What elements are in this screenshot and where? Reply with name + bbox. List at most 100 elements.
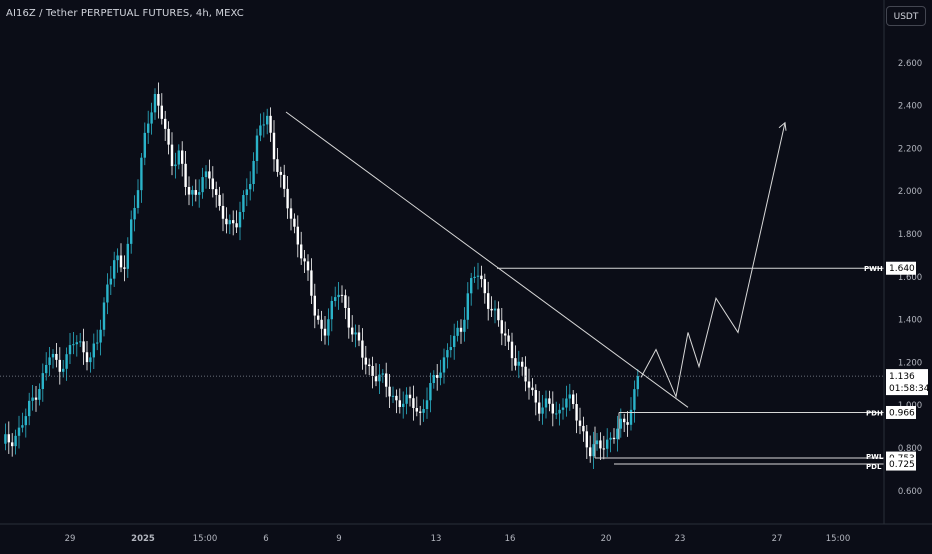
candle <box>279 166 282 188</box>
candle <box>24 408 27 438</box>
candle <box>266 108 269 135</box>
candle <box>75 335 78 357</box>
candle <box>225 207 228 234</box>
candle <box>259 113 262 142</box>
candle <box>252 152 255 192</box>
candle <box>55 342 58 368</box>
candle <box>521 357 524 376</box>
x-tick-label: 29 <box>65 534 76 544</box>
y-tick-label: 2.000 <box>898 187 922 197</box>
candle <box>48 347 51 377</box>
candle <box>310 258 313 305</box>
candle <box>606 428 609 458</box>
candle <box>368 358 371 376</box>
candle <box>599 432 602 461</box>
candle <box>62 359 65 378</box>
candle <box>153 88 157 120</box>
candle <box>150 102 153 135</box>
candle <box>45 352 48 381</box>
x-tick-label: 9 <box>336 534 341 544</box>
candle <box>405 387 408 415</box>
pwh-tag: PWH <box>864 265 883 273</box>
x-tick-label: 15:00 <box>193 534 218 544</box>
drawings-layer: PWH PDH PWL PDL <box>0 111 884 471</box>
y-tick-label: 1.400 <box>898 316 922 326</box>
candle <box>415 396 418 417</box>
candle <box>317 308 320 325</box>
pwl-tag: PWL <box>866 453 884 461</box>
candle <box>374 363 378 387</box>
candle <box>602 435 605 460</box>
candle <box>480 265 483 288</box>
candle <box>476 262 480 290</box>
y-tick-label: 2.600 <box>898 59 922 69</box>
candle <box>208 159 211 189</box>
candle <box>92 333 95 370</box>
pdl-value: 0.725 <box>889 460 915 470</box>
chart-title: AI16Z / Tether PERPETUAL FUTURES, 4h, ME… <box>6 8 244 19</box>
y-tick-label: 2.200 <box>898 144 922 154</box>
currency-button[interactable]: USDT <box>886 6 926 26</box>
candle <box>361 328 364 370</box>
candle <box>28 392 31 426</box>
x-tick-label: 6 <box>263 534 268 544</box>
candle <box>283 164 286 198</box>
candle <box>568 383 571 411</box>
candle <box>293 213 296 234</box>
candle <box>160 93 163 125</box>
x-tick-label: 13 <box>431 534 442 544</box>
projection-path[interactable] <box>640 122 786 399</box>
candle <box>300 231 303 265</box>
x-tick-label: 15:00 <box>826 534 851 544</box>
candle <box>14 429 17 455</box>
candle <box>130 210 133 254</box>
candle <box>255 128 259 174</box>
candle <box>337 282 340 310</box>
candle <box>204 165 208 189</box>
candle <box>133 195 136 232</box>
candle <box>412 385 415 421</box>
candle <box>364 345 367 375</box>
last-price-label <box>886 369 928 396</box>
candle <box>555 401 558 420</box>
y-tick-label: 1.200 <box>898 358 922 368</box>
candle <box>167 121 170 155</box>
candle <box>391 386 395 404</box>
candle <box>432 370 435 389</box>
candle <box>238 201 242 241</box>
candle <box>517 350 520 379</box>
candle <box>419 405 422 426</box>
candle <box>11 433 14 457</box>
candle <box>126 237 129 278</box>
x-tick-label: 23 <box>675 534 686 544</box>
candle <box>17 415 21 449</box>
candle <box>449 334 452 358</box>
x-tick-labels: 29 2025 15:00 6 9 13 16 20 23 27 15:00 <box>65 534 851 544</box>
candle <box>34 386 38 412</box>
candle <box>4 423 7 451</box>
candle <box>136 179 140 214</box>
candle <box>38 383 41 406</box>
candle <box>500 307 503 346</box>
candle <box>422 399 425 422</box>
candle <box>381 369 384 383</box>
candle <box>527 368 531 400</box>
candle <box>170 132 174 176</box>
candle <box>96 329 99 351</box>
candle <box>58 347 61 385</box>
candle <box>191 185 194 207</box>
trendline[interactable] <box>285 111 689 408</box>
candle <box>201 167 204 199</box>
candle <box>313 283 316 329</box>
candle <box>303 250 306 274</box>
candle <box>592 431 595 470</box>
x-tick-label: 27 <box>772 534 783 544</box>
candle <box>473 266 476 283</box>
candle <box>534 384 537 416</box>
candle <box>490 296 493 318</box>
candle <box>323 316 327 345</box>
candle <box>187 176 191 206</box>
